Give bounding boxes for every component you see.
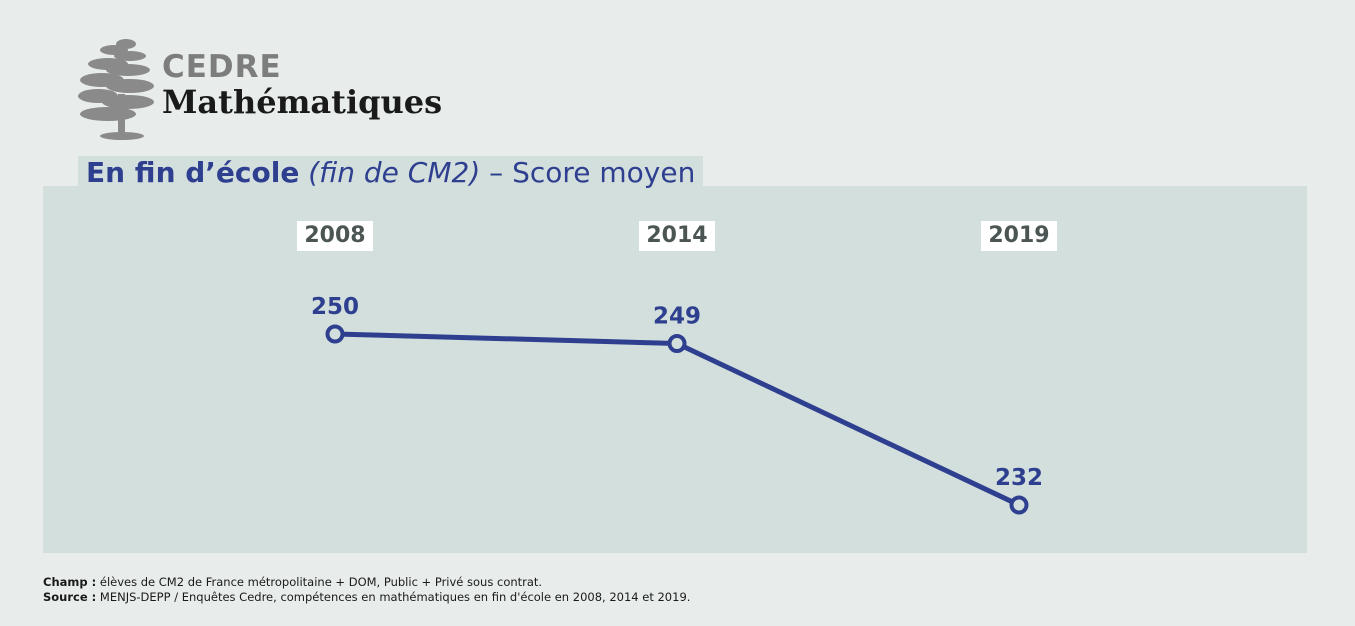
cedar-tree-icon: [78, 39, 154, 140]
data-point: [667, 334, 687, 353]
data-label: 232: [995, 465, 1043, 491]
x-tick-label: 2019: [981, 221, 1057, 251]
data-point: [1009, 495, 1029, 515]
x-tick-label: 2008: [297, 221, 373, 251]
x-tick-label: 2014: [639, 221, 715, 251]
champ-text: élèves de CM2 de France métropolitaine +…: [99, 575, 543, 589]
title-main: En fin d’école: [86, 156, 300, 189]
subject-name: Mathématiques: [162, 83, 443, 121]
cedre-logo: CEDRE Mathématiques: [78, 34, 442, 144]
source-note: Source : MENJS-DEPP / Enquêtes Cedre, co…: [43, 590, 690, 605]
champ-note: Champ : élèves de CM2 de France métropol…: [43, 575, 690, 590]
data-point: [325, 324, 345, 344]
title-qualifier: (fin de CM2): [308, 156, 481, 189]
source-text: MENJS-DEPP / Enquêtes Cedre, compétences…: [99, 590, 691, 604]
chart-title: En fin d’école (fin de CM2) – Score moye…: [78, 156, 704, 190]
data-label: 250: [311, 294, 359, 320]
chart-notes: Champ : élèves de CM2 de France métropol…: [43, 575, 690, 605]
series-line: [334, 331, 1021, 508]
brand-name: CEDRE: [162, 49, 282, 85]
source-label: Source :: [43, 590, 97, 604]
title-metric: – Score moyen: [489, 156, 696, 189]
champ-label: Champ :: [43, 575, 97, 589]
data-label: 249: [653, 304, 701, 330]
